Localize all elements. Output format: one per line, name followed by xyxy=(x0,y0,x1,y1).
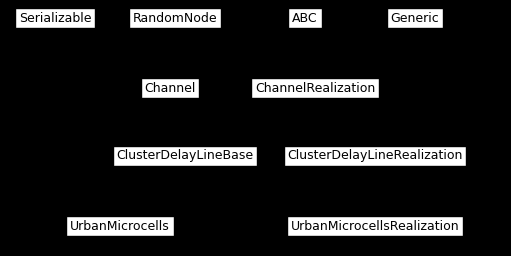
Text: UrbanMicrocellsRealization: UrbanMicrocellsRealization xyxy=(291,219,459,232)
Text: Serializable: Serializable xyxy=(19,12,91,25)
Text: ClusterDelayLineBase: ClusterDelayLineBase xyxy=(117,150,253,163)
Text: RandomNode: RandomNode xyxy=(133,12,217,25)
Text: UrbanMicrocells: UrbanMicrocells xyxy=(70,219,170,232)
Text: ClusterDelayLineRealization: ClusterDelayLineRealization xyxy=(287,150,462,163)
Text: ABC: ABC xyxy=(292,12,318,25)
Text: Generic: Generic xyxy=(390,12,439,25)
Text: Channel: Channel xyxy=(144,81,196,94)
Text: ChannelRealization: ChannelRealization xyxy=(255,81,375,94)
